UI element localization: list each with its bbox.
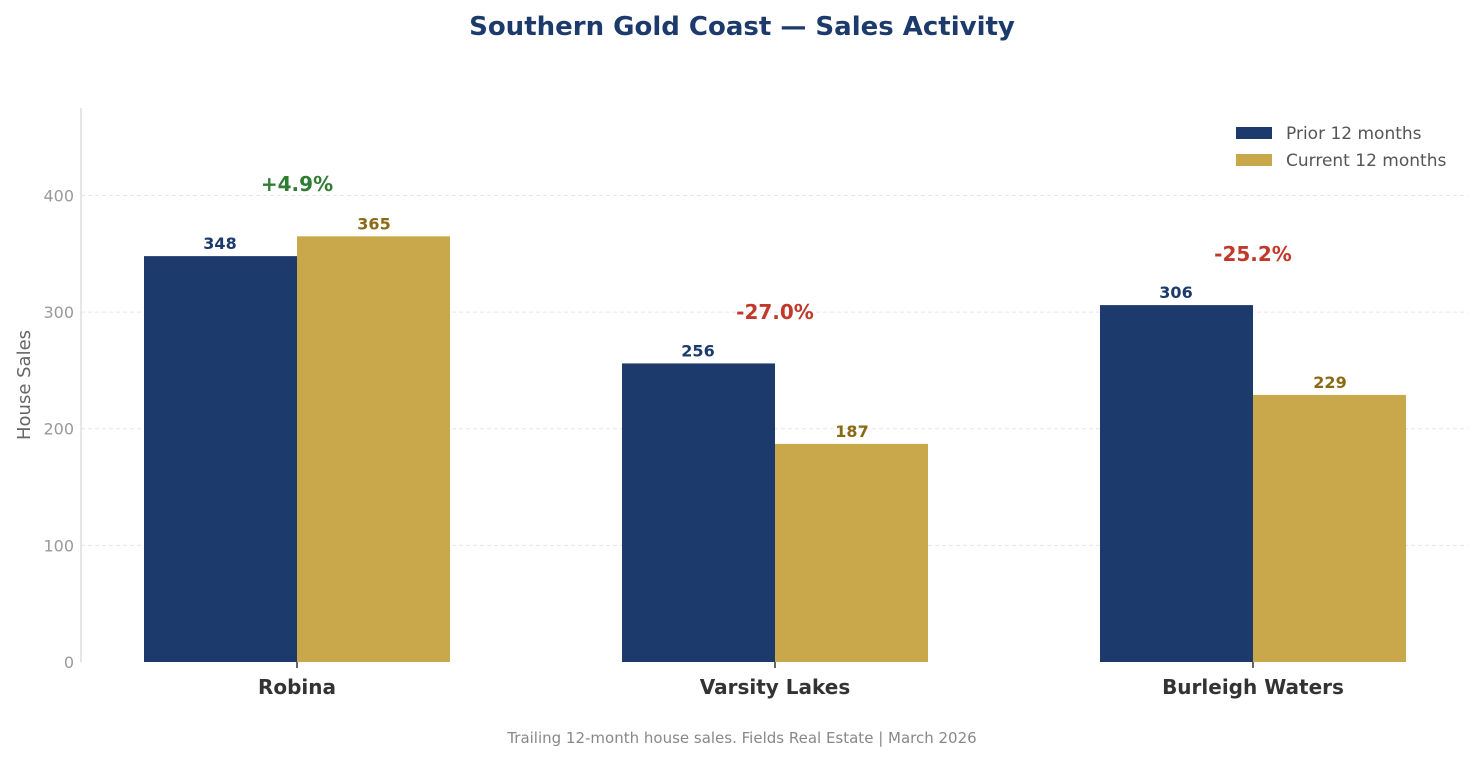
bar-prior — [144, 256, 297, 662]
change-annotation: -27.0% — [736, 300, 814, 324]
y-tick-label: 0 — [64, 653, 74, 672]
y-tick-label: 300 — [43, 303, 74, 322]
bar-prior — [622, 363, 775, 662]
footnote: Trailing 12-month house sales. Fields Re… — [506, 729, 976, 747]
chart-title: Southern Gold Coast — Sales Activity — [469, 12, 1015, 42]
legend-swatch — [1236, 154, 1272, 166]
bar-value-label: 365 — [357, 214, 390, 233]
bar-value-label: 348 — [203, 234, 236, 253]
bar-current — [1253, 394, 1406, 662]
legend-swatch — [1236, 127, 1272, 139]
bar-prior — [1100, 305, 1253, 662]
y-tick-label: 400 — [43, 186, 74, 205]
x-tick-label: Robina — [258, 675, 336, 699]
x-tick-label: Burleigh Waters — [1162, 675, 1344, 699]
y-tick-label: 200 — [43, 420, 74, 439]
bar-value-label: 306 — [1159, 283, 1192, 302]
y-axis-label: House Sales — [14, 330, 35, 440]
y-tick-label: 100 — [43, 536, 74, 555]
bar-value-label: 256 — [681, 341, 714, 360]
change-annotation: +4.9% — [261, 172, 333, 196]
bar-value-label: 229 — [1313, 373, 1346, 392]
change-annotation: -25.2% — [1214, 242, 1292, 266]
bar-current — [297, 236, 450, 662]
legend-label: Prior 12 months — [1286, 124, 1422, 144]
bar-current — [775, 443, 928, 662]
legend-label: Current 12 months — [1286, 151, 1446, 171]
bar-value-label: 187 — [835, 422, 868, 441]
x-tick-label: Varsity Lakes — [700, 675, 851, 699]
